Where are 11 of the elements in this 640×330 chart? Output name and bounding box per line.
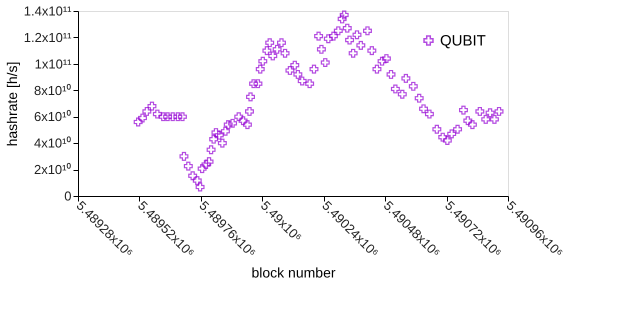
y-tick-label: 1.2x10¹¹ — [24, 30, 72, 45]
y-tick-label: 8x10¹⁰ — [34, 82, 72, 98]
legend-label: QUBIT — [440, 32, 486, 50]
y-tick-label: 6x10¹⁰ — [34, 109, 72, 124]
x-axis-title: block number — [251, 264, 336, 280]
y-tick-label: 1x10¹¹ — [34, 56, 72, 72]
y-tick-label: 0 — [64, 188, 72, 204]
y-tick-label: 4x10¹⁰ — [34, 136, 72, 151]
y-tick-label: 1.4x10¹¹ — [24, 4, 72, 18]
y-tick-label: 2x10¹⁰ — [34, 162, 72, 178]
y-axis-title: hashrate [h/s] — [4, 62, 20, 146]
